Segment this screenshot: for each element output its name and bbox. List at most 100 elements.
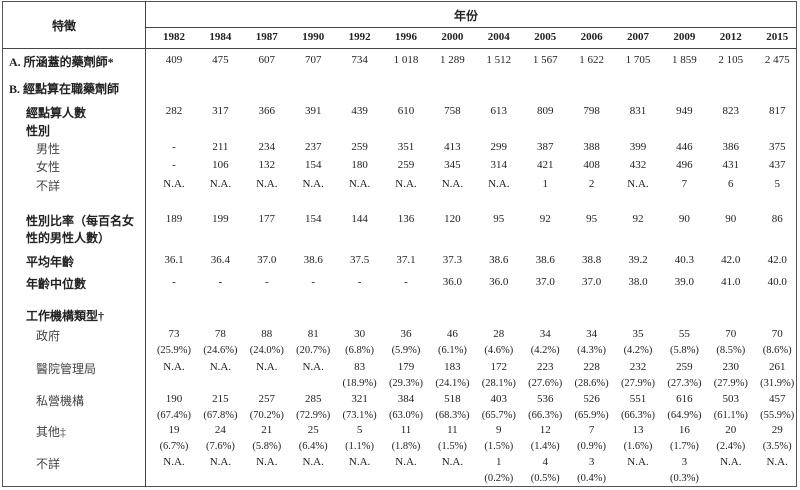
- value-cell: 317: [212, 105, 229, 117]
- value-cell: N.A.: [348, 178, 371, 190]
- value-cell: 86: [771, 213, 783, 225]
- header-divider: [146, 27, 796, 28]
- value-cell: N.A.: [302, 456, 324, 468]
- value-cell: 39.0: [674, 276, 695, 288]
- value-cell: 7: [588, 424, 595, 436]
- value-cell: 106: [212, 159, 229, 171]
- value-cell: 154: [304, 159, 322, 171]
- percentage-cell: (1.8%): [391, 441, 421, 452]
- year-column-header: 2012: [719, 31, 742, 43]
- value-cell: 19: [168, 424, 180, 436]
- percentage-cell: (65.9%): [574, 410, 609, 421]
- value-cell: 42.0: [721, 254, 741, 266]
- value-cell: N.A.: [627, 456, 649, 468]
- value-cell: 40.3: [674, 254, 695, 266]
- value-cell: 83: [354, 361, 366, 373]
- value-cell: 526: [583, 393, 600, 405]
- value-cell: 388: [583, 141, 600, 153]
- percentage-cell: (0.5%): [530, 473, 560, 484]
- value-cell: 34: [539, 328, 551, 340]
- year-column-header: 2004: [487, 31, 510, 43]
- value-cell: 496: [676, 159, 693, 171]
- year-column-header: 1984: [209, 31, 232, 43]
- percentage-cell: (6.8%): [345, 345, 375, 356]
- percentage-cell: (29.3%): [388, 378, 424, 389]
- percentage-cell: (4.6%): [484, 345, 514, 356]
- value-cell: 177: [258, 213, 276, 225]
- percentage-cell: (28.1%): [481, 378, 516, 389]
- value-cell: 36.0: [489, 276, 509, 288]
- percentage-cell: (67.8%): [203, 410, 238, 421]
- percentage-cell: (4.2%): [623, 345, 653, 356]
- value-cell: 35: [632, 328, 644, 340]
- value-cell: 613: [490, 105, 508, 117]
- percentage-cell: (27.9%): [620, 378, 656, 389]
- year-column-header: 1992: [348, 31, 371, 43]
- percentage-cell: (70.2%): [249, 410, 284, 421]
- percentage-cell: (24.1%): [435, 378, 470, 389]
- value-cell: N.A.: [256, 178, 278, 190]
- value-cell: -: [172, 276, 176, 288]
- value-cell: 314: [490, 159, 508, 171]
- value-cell: N.A.: [441, 178, 464, 190]
- value-cell: 172: [490, 361, 508, 373]
- value-cell: 391: [304, 105, 322, 117]
- value-cell: 503: [722, 393, 740, 405]
- value-cell: N.A.: [627, 178, 649, 190]
- row-label: B. 經點算在職藥劑師: [9, 82, 120, 96]
- row-label: 平均年齡: [26, 255, 75, 269]
- value-cell: 431: [722, 159, 740, 171]
- value-cell: 9: [496, 424, 502, 436]
- value-cell: N.A.: [441, 456, 464, 468]
- year-header: 年份: [454, 9, 479, 23]
- value-cell: 6: [728, 178, 734, 190]
- value-cell: 3: [588, 456, 595, 468]
- value-cell: 42.0: [767, 254, 787, 266]
- value-cell: 234: [258, 141, 276, 153]
- row-label: 男性: [36, 142, 61, 156]
- percentage-cell: (27.6%): [528, 378, 563, 389]
- percentage-cell: (72.9%): [296, 410, 331, 421]
- percentage-cell: (5.8%): [669, 345, 699, 356]
- percentage-cell: (1.1%): [345, 441, 375, 452]
- year-column-header: 1990: [302, 31, 325, 43]
- value-cell: 2 105: [718, 54, 744, 66]
- percentage-cell: (24.0%): [249, 345, 284, 356]
- value-cell: 261: [768, 361, 786, 373]
- value-cell: 798: [583, 105, 600, 117]
- value-cell: 73: [168, 328, 180, 340]
- percentage-cell: (73.1%): [342, 410, 377, 421]
- year-column-header: 2015: [766, 31, 789, 43]
- row-label: 工作機構類型†: [26, 309, 105, 323]
- value-cell: 37.0: [535, 276, 555, 288]
- value-cell: 536: [536, 393, 554, 405]
- value-cell: 1 622: [579, 54, 604, 66]
- value-cell: 36.4: [210, 254, 231, 266]
- value-cell: 285: [304, 393, 322, 405]
- value-cell: -: [357, 276, 362, 288]
- value-cell: 232: [629, 361, 647, 373]
- percentage-cell: (6.7%): [159, 441, 189, 452]
- row-label: A. 所涵蓋的藥劑師*: [9, 55, 114, 69]
- value-cell: 37.1: [396, 254, 416, 266]
- value-cell: 16: [678, 424, 690, 436]
- value-cell: 321: [351, 393, 368, 405]
- value-cell: 199: [212, 213, 229, 225]
- percentage-cell: (6.4%): [298, 441, 328, 452]
- value-cell: 39.2: [628, 254, 648, 266]
- value-cell: 7: [681, 178, 688, 190]
- value-cell: 1 705: [625, 54, 651, 66]
- percentage-cell: (63.0%): [388, 410, 424, 421]
- value-cell: 1: [542, 178, 548, 190]
- value-cell: N.A.: [348, 456, 371, 468]
- percentage-cell: (55.9%): [760, 410, 795, 421]
- value-cell: 24: [214, 424, 226, 436]
- value-cell: 154: [304, 213, 322, 225]
- value-cell: 375: [768, 141, 786, 153]
- value-cell: 132: [258, 159, 276, 171]
- year-column-header: 2005: [534, 31, 557, 43]
- value-cell: 37.0: [581, 276, 602, 288]
- value-cell: N.A.: [209, 456, 232, 468]
- percentage-cell: (28.6%): [574, 378, 609, 389]
- value-cell: 28: [493, 328, 505, 340]
